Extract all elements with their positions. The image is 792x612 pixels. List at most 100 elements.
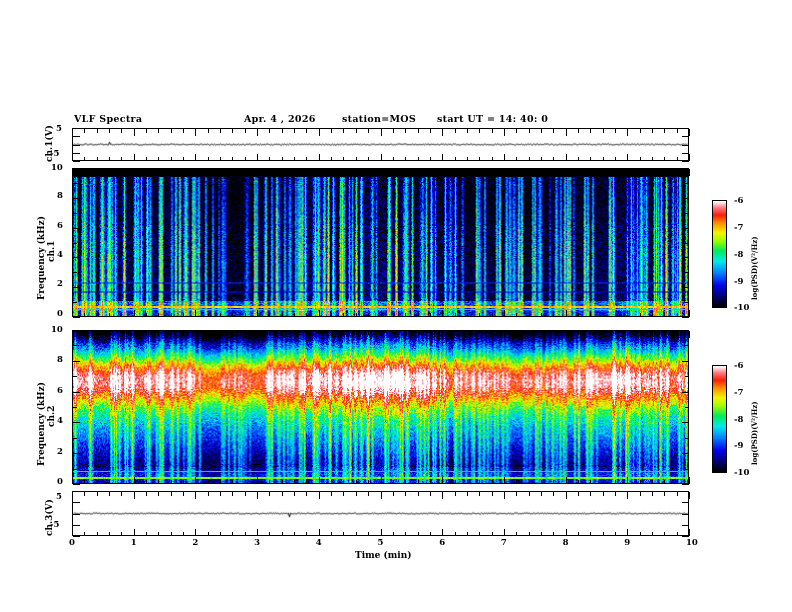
x-axis-label: Time (min) (355, 551, 412, 561)
axis-tick (455, 331, 456, 335)
axis-tick (553, 313, 554, 317)
ch1-voltage-ytick-5: 5 (56, 124, 62, 134)
axis-tick (442, 310, 443, 317)
axis-tick (652, 313, 653, 317)
axis-tick (689, 129, 690, 136)
ch1-spec-axis-label-line2: Frequency (kHz) (37, 215, 47, 300)
voltage-trace (73, 129, 688, 160)
axis-tick (73, 330, 80, 331)
axis-tick (682, 330, 689, 331)
axis-tick (479, 313, 480, 317)
axis-tick (73, 484, 80, 485)
axis-tick (73, 407, 77, 408)
axis-tick (541, 169, 542, 173)
ch2-ytick-6: 6 (57, 386, 63, 396)
axis-tick (682, 287, 689, 288)
ch2-ytick-0: 0 (57, 477, 63, 487)
axis-tick (685, 438, 689, 439)
axis-tick (368, 480, 369, 484)
axis-tick (590, 169, 591, 173)
axis-tick (689, 154, 690, 161)
axis-tick (282, 169, 283, 173)
axis-tick (134, 477, 135, 484)
axis-tick (84, 331, 85, 335)
ch2-colorbar-tick-10: -10 (734, 468, 750, 478)
axis-tick (73, 128, 80, 129)
axis-tick (195, 310, 196, 317)
axis-tick (121, 480, 122, 484)
axis-tick (109, 169, 110, 173)
axis-tick (368, 331, 369, 335)
axis-tick (541, 331, 542, 335)
ch1-colorbar-tick-7: -7 (734, 223, 744, 233)
axis-tick (467, 480, 468, 484)
axis-tick (269, 313, 270, 317)
axis-tick (652, 169, 653, 173)
header-start-ut: start UT = 14: 40: 0 (437, 114, 549, 125)
ch1-ytick-2: 2 (57, 279, 63, 289)
axis-tick (282, 480, 283, 484)
axis-tick (455, 313, 456, 317)
axis-tick (442, 477, 443, 484)
axis-tick (640, 313, 641, 317)
axis-tick (121, 331, 122, 335)
x-axis-tick-label: 8 (562, 538, 569, 548)
axis-tick (294, 480, 295, 484)
axis-tick (208, 313, 209, 317)
axis-tick (183, 480, 184, 484)
axis-tick (664, 313, 665, 317)
ch2-spectrogram (72, 330, 689, 484)
axis-tick (615, 313, 616, 317)
axis-tick (245, 313, 246, 317)
ch2-ytick-2: 2 (57, 447, 63, 457)
axis-tick (232, 331, 233, 335)
axis-tick (73, 392, 80, 393)
axis-tick (356, 480, 357, 484)
axis-tick (393, 169, 394, 173)
axis-tick (109, 331, 110, 335)
x-axis-tick-label: 2 (192, 538, 199, 548)
axis-tick (467, 169, 468, 173)
axis-tick (73, 536, 80, 537)
x-axis-tick-label: 6 (439, 538, 446, 548)
axis-tick (504, 331, 505, 338)
axis-tick (73, 257, 80, 258)
axis-tick (146, 331, 147, 335)
axis-tick (603, 169, 604, 173)
axis-tick (294, 331, 295, 335)
axis-tick (590, 313, 591, 317)
axis-tick (664, 169, 665, 173)
axis-tick (72, 477, 73, 484)
axis-tick (73, 317, 80, 318)
axis-tick (492, 169, 493, 173)
axis-tick (73, 228, 80, 229)
axis-tick (553, 331, 554, 335)
axis-tick (627, 331, 628, 338)
axis-tick (590, 480, 591, 484)
axis-tick (504, 169, 505, 176)
axis-tick (257, 169, 258, 176)
axis-tick (677, 331, 678, 335)
axis-tick (356, 331, 357, 335)
axis-tick (73, 198, 80, 199)
axis-tick (685, 407, 689, 408)
axis-tick (664, 480, 665, 484)
axis-tick (578, 331, 579, 335)
axis-tick (282, 313, 283, 317)
axis-tick (220, 313, 221, 317)
axis-tick (405, 169, 406, 173)
axis-tick (84, 480, 85, 484)
axis-tick (418, 480, 419, 484)
axis-tick (640, 331, 641, 335)
ch1-colorbar-label: log(PSD)(V²/Hz) (750, 236, 759, 300)
axis-tick (430, 313, 431, 317)
ch1-spectrogram (72, 168, 689, 317)
axis-tick (72, 492, 73, 499)
axis-tick (195, 331, 196, 338)
axis-tick (319, 477, 320, 484)
axis-tick (158, 313, 159, 317)
axis-tick (682, 422, 689, 423)
axis-tick (220, 331, 221, 335)
axis-tick (73, 438, 77, 439)
axis-tick (516, 480, 517, 484)
